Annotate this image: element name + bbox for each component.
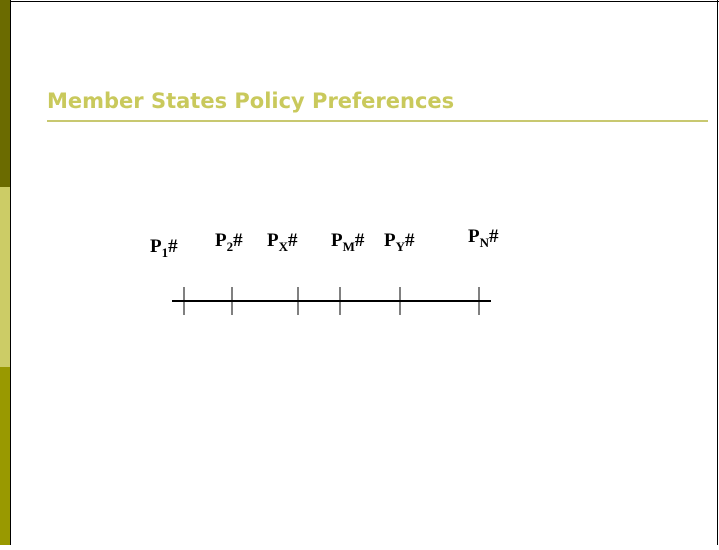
point-label: PX# [267, 230, 298, 254]
label-subscript: 1 [162, 245, 169, 260]
label-letter: P [215, 230, 227, 251]
label-subscript: 2 [227, 239, 234, 254]
label-subscript: M [343, 239, 355, 254]
label-letter: P [384, 230, 396, 251]
point-label: P2# [215, 230, 243, 254]
side-bar-top [0, 0, 10, 187]
label-suffix: # [288, 230, 298, 251]
label-letter: P [468, 226, 480, 247]
label-letter: P [267, 230, 279, 251]
axis-ticks [183, 287, 480, 315]
label-suffix: # [233, 230, 243, 251]
point-labels: P1# P2# PX# PM# PY# PN# [150, 226, 499, 260]
label-suffix: # [168, 236, 178, 257]
point-label: PM# [331, 230, 365, 254]
side-bar-bottom [0, 367, 10, 545]
label-suffix: # [405, 230, 415, 251]
slide-title: Member States Policy Preferences [47, 89, 454, 113]
point-label: P1# [150, 236, 178, 260]
side-bar-middle [0, 187, 10, 367]
label-subscript: N [480, 235, 490, 250]
point-label: PN# [468, 226, 499, 250]
label-suffix: # [489, 226, 499, 247]
label-suffix: # [355, 230, 365, 251]
label-letter: P [331, 230, 343, 251]
label-letter: P [150, 236, 162, 257]
label-subscript: Y [396, 239, 406, 254]
label-subscript: X [279, 239, 289, 254]
point-label: PY# [384, 230, 415, 254]
